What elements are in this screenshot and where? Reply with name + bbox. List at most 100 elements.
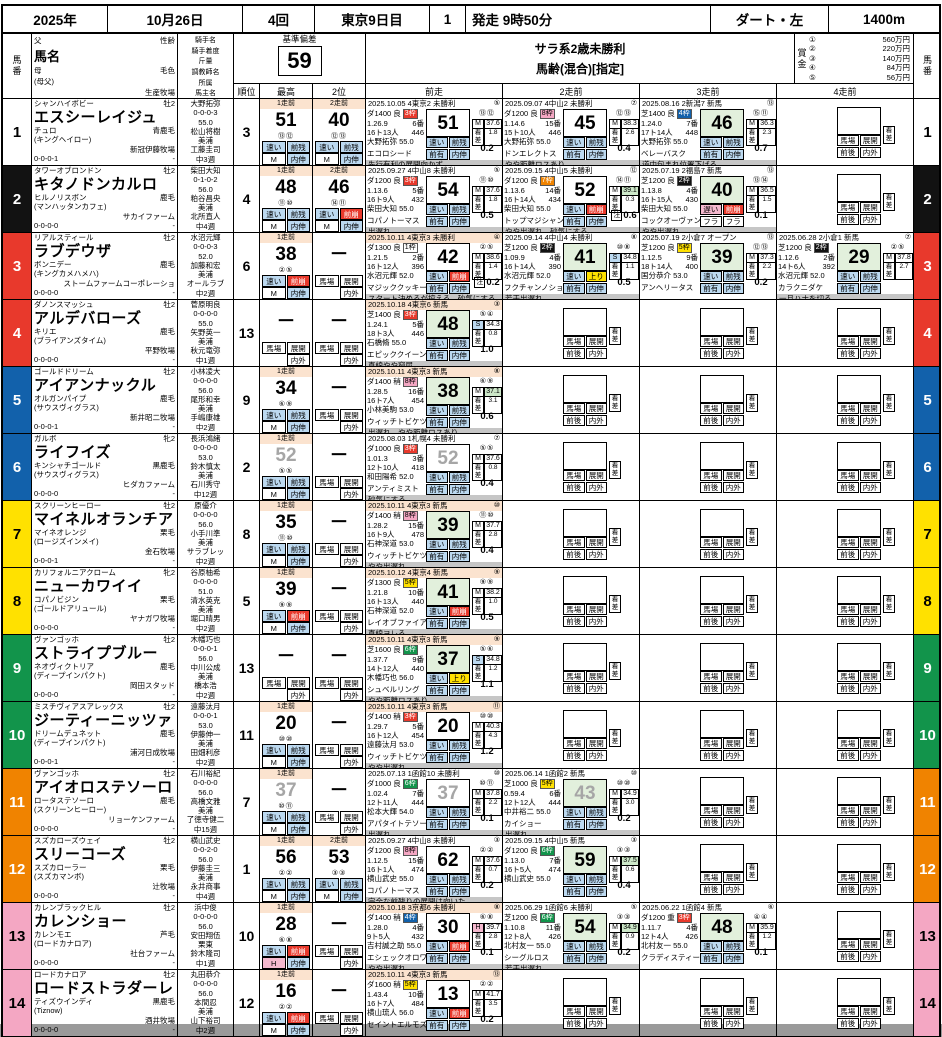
tag: 内伸 xyxy=(448,618,470,629)
race-jockey xyxy=(641,336,698,348)
last3f-value xyxy=(895,787,913,796)
corner-position-marks xyxy=(746,643,776,653)
tag: 展開 xyxy=(722,536,744,548)
race-date-row xyxy=(640,300,776,308)
gate-number: 16番 xyxy=(408,387,424,396)
corner-marks: ⑪⑩ xyxy=(278,535,294,542)
pace-mark xyxy=(883,184,895,193)
tag: 前残 xyxy=(286,543,310,555)
sex-age: 牡2 xyxy=(163,300,175,309)
second-score-cell: － 馬場 展開 内外 xyxy=(313,702,366,768)
tag: 前有 xyxy=(426,216,448,227)
margin-label: 着差 xyxy=(609,128,621,146)
tag: 前残 xyxy=(722,137,744,148)
horse-weight: 430 xyxy=(685,195,698,204)
trainer-name: 尾形和幸 xyxy=(190,394,221,404)
sum2-label xyxy=(313,568,365,578)
tag: 内外 xyxy=(722,1017,744,1029)
tag: M xyxy=(315,890,339,902)
race-slot-prev2: 着差 馬場 展開 前後 内外 xyxy=(503,434,640,500)
waku-badge: 7枠 xyxy=(539,176,555,186)
horse-weight: 440 xyxy=(411,664,424,673)
jockey-name: 菅原明良 xyxy=(190,300,221,309)
race-slot-prev4: 着差 馬場 展開 前後 内外 xyxy=(777,501,914,567)
race-jockey: 水沼元輝 52.0 xyxy=(504,271,551,280)
rank-value: 3 xyxy=(234,99,260,165)
pace-mark xyxy=(609,720,621,729)
horse-number-right: 4 xyxy=(914,300,939,366)
margin-value: 1.1 xyxy=(621,262,639,280)
umaban-label-right: 馬番 xyxy=(922,55,932,77)
tag: 馬場 xyxy=(315,1012,339,1024)
race-time: 1.24.0 xyxy=(641,119,662,128)
second-score: － xyxy=(329,713,349,734)
owner-name: 田畑利彦 xyxy=(190,748,221,758)
race-score: 13 xyxy=(426,980,470,1008)
carried-weight: 56.0 xyxy=(198,787,213,797)
field-popularity: 16ト5人 xyxy=(504,865,532,874)
tag: 前残 xyxy=(448,874,470,885)
legend-sexage: 性齢 xyxy=(160,36,175,45)
margin-label: 着差 xyxy=(609,661,621,680)
race-date-row: 2025.07.19 2小倉7 オープン ⑬ xyxy=(640,233,776,243)
finish-mark: ⑨ xyxy=(493,569,500,576)
tag: 速い xyxy=(262,1012,286,1024)
margin-label: 着差 xyxy=(609,798,621,816)
race-date-row: 2025.06.28 2小倉1 新馬 ⑦ xyxy=(777,233,913,243)
pace-mark xyxy=(746,586,758,595)
race-date: 2025.09.15 4中山5 未勝利 xyxy=(505,166,593,175)
tag: M xyxy=(262,555,286,567)
surface-distance xyxy=(778,844,835,854)
delta-value: 0.2 xyxy=(480,1014,494,1025)
delta-value: 0.6 xyxy=(623,210,637,221)
field-popularity: 16ト15人 xyxy=(641,195,673,204)
tag: 速い xyxy=(426,204,448,215)
trainer-name: 松山将樹 xyxy=(190,126,221,136)
corner-marks xyxy=(313,1004,365,1012)
race-date-row xyxy=(777,836,913,844)
tag: 馬場 xyxy=(837,737,859,749)
jockey-name: 丸田恭介 xyxy=(190,970,221,979)
gate-number: 15番 xyxy=(408,856,424,865)
tag: 速い xyxy=(262,208,286,220)
horse-weight: 454 xyxy=(411,396,424,405)
tag xyxy=(315,287,339,299)
stable-region: 栗東 xyxy=(198,940,213,949)
tag: 内伸 xyxy=(448,685,470,696)
race-score xyxy=(837,374,881,403)
tag: 内外 xyxy=(585,481,607,493)
race-score xyxy=(563,374,607,403)
last3f-value xyxy=(621,318,639,327)
sum1-label xyxy=(260,635,312,645)
race-score: 51 xyxy=(426,109,470,137)
race-slot-prev4: 着差 馬場 展開 前後 内外 xyxy=(777,970,914,1036)
race-slot-prev2: 2025.09.14 4中山4 未勝利 ⑧ 芝1200 良 2枠 1.09.9 4番 … xyxy=(503,233,640,299)
past-race-block: 着差 馬場 展開 前後 内外 xyxy=(503,568,639,634)
earnings: - xyxy=(172,154,176,164)
race-jockey: 水沼元輝 52.0 xyxy=(367,271,414,280)
tag: 前有 xyxy=(563,149,585,160)
race-date-row: 2025.09.14 4中山4 未勝利 ⑧ xyxy=(503,233,639,243)
margin-label: 着差 xyxy=(472,597,484,615)
tag: 馬場 xyxy=(700,737,722,749)
tag: 内伸 xyxy=(448,417,470,428)
race-time: 1.12.5 xyxy=(641,253,662,262)
finish-mark: ⑨ xyxy=(493,636,500,643)
coat-color: 鹿毛 xyxy=(160,393,175,403)
margin-value: 3.5 xyxy=(484,999,502,1017)
margin-value: 1.8 xyxy=(484,128,502,146)
tag: 展開 xyxy=(339,275,363,287)
corner-position-marks xyxy=(883,911,913,921)
race-score xyxy=(563,441,607,470)
past-race-block: 着差 馬場 展開 前後 内外 xyxy=(503,367,639,433)
tag: 展開 xyxy=(722,1005,744,1017)
race-slot-prev4: 着差 馬場 展開 前後 内外 xyxy=(777,568,914,634)
tag: 馬場 xyxy=(700,871,722,883)
race-date-row xyxy=(503,300,639,308)
waku-badge: 3枠 xyxy=(402,176,418,186)
rank-value: 8 xyxy=(234,501,260,567)
race-note: やや距離ロスあり xyxy=(503,160,639,165)
horse-name: ロードストラダーレ xyxy=(34,979,174,997)
tag: 内外 xyxy=(859,615,881,627)
